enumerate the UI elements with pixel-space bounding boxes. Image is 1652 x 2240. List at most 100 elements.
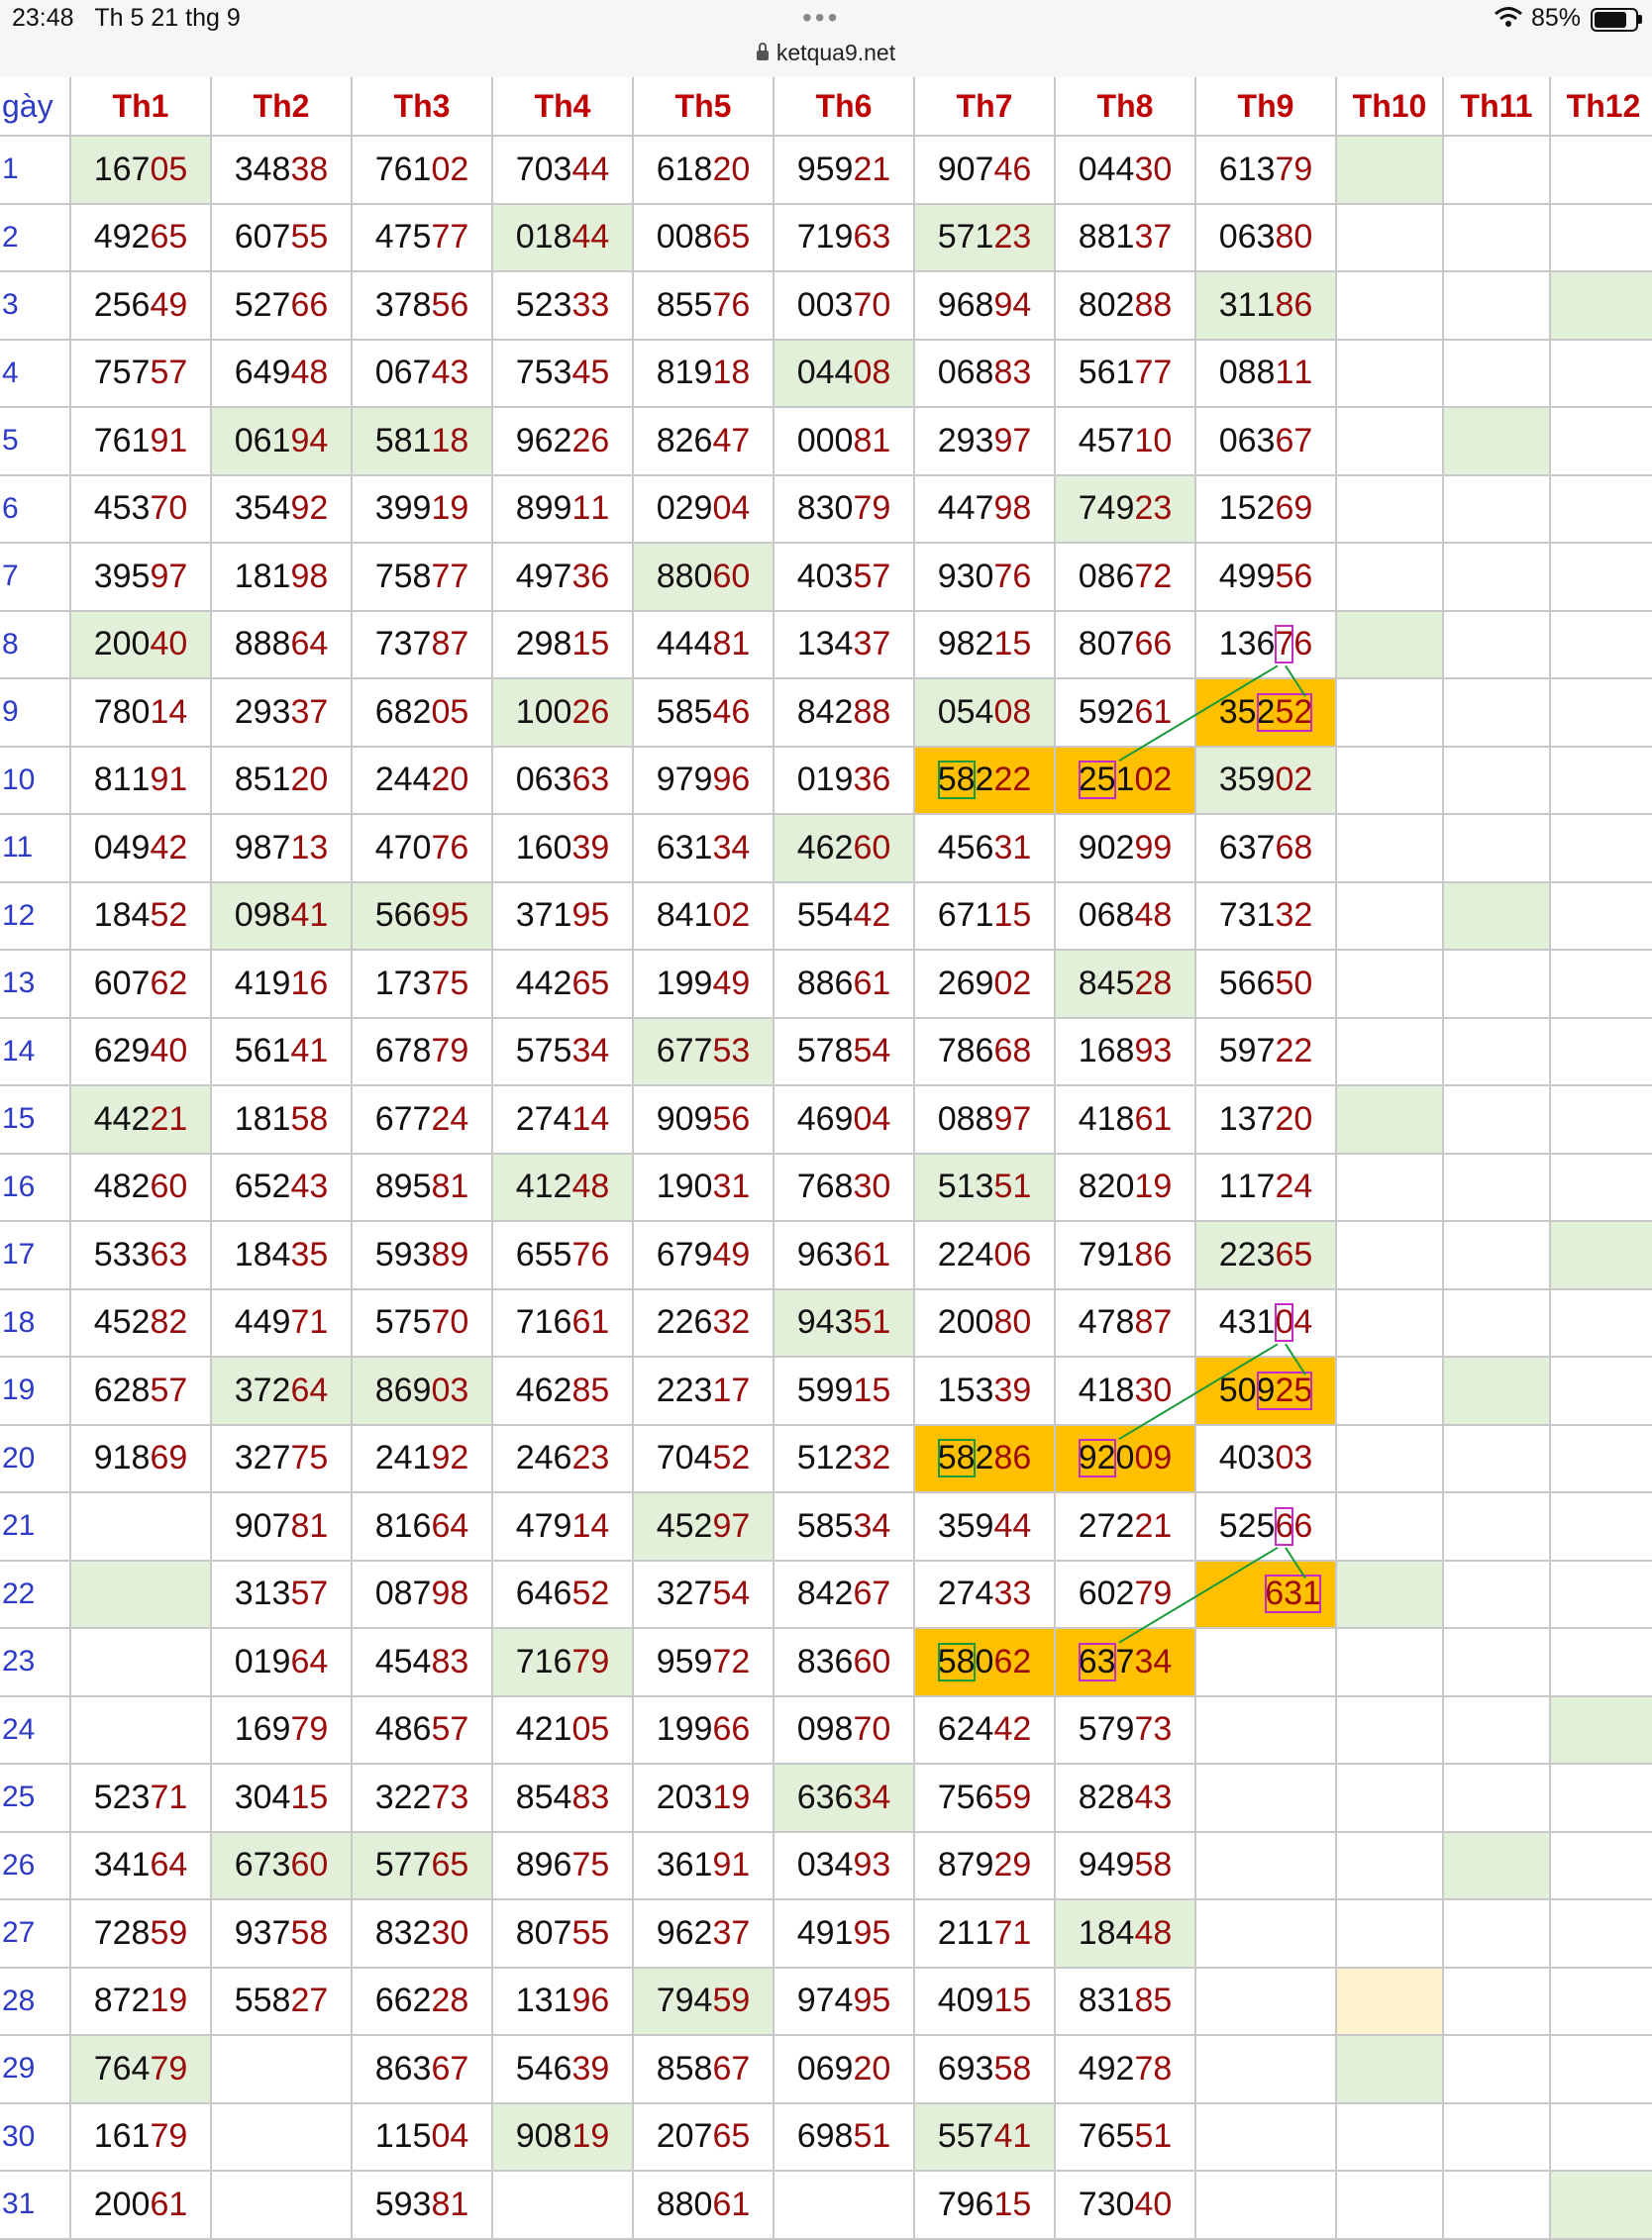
- address-bar[interactable]: ketqua9.net: [0, 40, 1652, 66]
- result-cell: [1444, 2036, 1551, 2104]
- result-cell: [1444, 340, 1551, 408]
- result-cell: [1551, 1629, 1652, 1697]
- result-cell: [1551, 1358, 1652, 1426]
- result-cell: [1551, 137, 1652, 205]
- result-cell: [1444, 408, 1551, 476]
- result-cell: [1444, 1561, 1551, 1629]
- result-cell: [1551, 1833, 1652, 1900]
- result-cell: [1337, 1900, 1444, 1969]
- status-bar: 23:48 Th 5 21 thg 9 ••• 85% ketqua9.net: [0, 0, 1652, 77]
- result-cell: [1551, 1222, 1652, 1290]
- result-cell: [1551, 2104, 1652, 2172]
- more-dots-icon[interactable]: •••: [802, 2, 841, 33]
- day-label: 9: [0, 679, 71, 748]
- day-label: 18: [0, 1289, 71, 1358]
- lock-icon: [756, 43, 769, 60]
- month-header-th8[interactable]: Th8: [1056, 77, 1196, 137]
- result-cell: [1337, 1765, 1444, 1833]
- result-cell: [1551, 1900, 1652, 1969]
- day-label: 29: [0, 2036, 71, 2104]
- day-column-header: gày: [0, 77, 71, 137]
- month-header-th3[interactable]: Th3: [353, 77, 493, 137]
- result-cell: [1337, 2172, 1444, 2240]
- day-label: 13: [0, 951, 71, 1019]
- month-header-th5[interactable]: Th5: [634, 77, 774, 137]
- month-header-th7[interactable]: Th7: [915, 77, 1056, 137]
- month-header-th6[interactable]: Th6: [774, 77, 915, 137]
- result-cell: [1337, 1561, 1444, 1629]
- day-label: 20: [0, 1425, 71, 1493]
- result-cell: [1337, 1425, 1444, 1493]
- month-header-th11[interactable]: Th11: [1444, 77, 1551, 137]
- result-cell: [1337, 137, 1444, 205]
- month-header-th12[interactable]: Th12: [1551, 77, 1652, 137]
- result-cell: [1444, 1425, 1551, 1493]
- result-cell: [1444, 1629, 1551, 1697]
- month-header-th2[interactable]: Th2: [212, 77, 353, 137]
- month-header-th10[interactable]: Th10: [1337, 77, 1444, 137]
- month-header-th1[interactable]: Th1: [71, 77, 212, 137]
- result-cell: [1337, 1289, 1444, 1358]
- month-header-th9[interactable]: Th9: [1196, 77, 1337, 137]
- result-cell: [493, 2172, 634, 2240]
- result-cell: [1551, 408, 1652, 476]
- month-header-th4[interactable]: Th4: [493, 77, 634, 137]
